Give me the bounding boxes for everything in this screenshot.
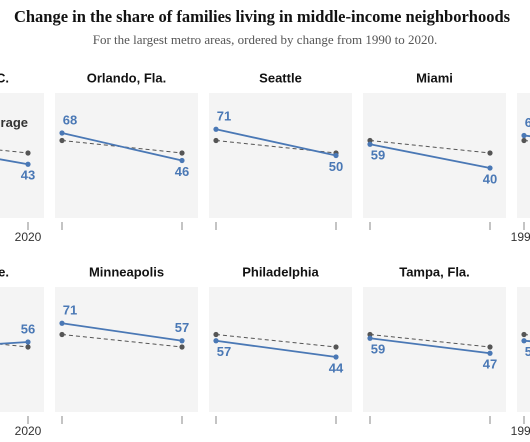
panel-background (363, 287, 506, 412)
metro-point (367, 335, 373, 341)
average-line (0, 343, 29, 348)
metro-line (369, 337, 491, 355)
metro-line (369, 143, 491, 169)
average-point (25, 150, 31, 156)
value-label: 57 (175, 320, 189, 335)
average-point (367, 137, 373, 144)
metro-point (487, 350, 493, 356)
panel-background (55, 93, 198, 218)
average-line (369, 334, 491, 348)
panel-title: e. (0, 264, 9, 279)
value-label: 59 (371, 342, 385, 357)
panel-title: Philadelphia (242, 264, 319, 279)
panel-background (363, 93, 506, 218)
value-label: 44 (329, 360, 344, 375)
average-point (213, 137, 219, 144)
value-label: 68 (63, 112, 77, 127)
average-point (521, 137, 527, 144)
chart-title: Change in the share of families living i… (14, 7, 511, 26)
value-label: 43 (21, 168, 35, 183)
metro-point (521, 338, 527, 344)
average-point (179, 344, 185, 350)
average-point (213, 331, 219, 338)
value-label: 71 (63, 303, 77, 318)
chart-subtitle: For the largest metro areas, ordered by … (93, 32, 438, 47)
x-tick-label: 1990 (511, 230, 530, 244)
metro-point (333, 354, 339, 360)
metro-point (213, 126, 219, 132)
average-point (521, 331, 527, 338)
panel-background (55, 287, 198, 412)
value-label: 46 (175, 164, 189, 179)
metro-line (0, 158, 29, 166)
average-point (487, 344, 493, 350)
metro-point (59, 130, 65, 136)
metro-point (521, 132, 527, 139)
average-line (369, 140, 491, 154)
panel-background (0, 93, 44, 218)
panel-background (0, 287, 44, 412)
metro-line (0, 341, 29, 345)
metro-point (179, 338, 185, 344)
value-label: 57 (217, 344, 231, 359)
panel-background (209, 93, 352, 218)
metro-point (179, 157, 185, 164)
average-point (25, 344, 31, 350)
x-tick-label: 2020 (15, 230, 42, 244)
annotation: rage (1, 115, 28, 130)
average-line (61, 334, 183, 348)
average-point (487, 150, 493, 156)
metro-point (333, 152, 339, 159)
average-line (61, 140, 183, 154)
x-tick-label: 2020 (15, 424, 42, 438)
panel-title: Miami (416, 70, 453, 85)
panel-title: Seattle (259, 70, 302, 85)
value-label: 50 (329, 159, 343, 174)
metro-point (213, 338, 219, 344)
value-label: 57 (525, 344, 530, 359)
metro-point (59, 320, 65, 326)
average-point (59, 331, 65, 338)
value-label: 56 (21, 321, 35, 336)
panel-title: Minneapolis (89, 264, 164, 279)
metro-point (25, 161, 31, 167)
average-point (367, 331, 373, 338)
average-line (215, 334, 337, 348)
metro-point (487, 165, 493, 171)
metro-line (215, 128, 337, 157)
panel-title: Orlando, Fla. (87, 70, 166, 85)
average-point (333, 344, 339, 350)
average-line (0, 149, 29, 154)
metro-point (25, 339, 31, 345)
panel-title: Tampa, Fla. (399, 264, 470, 279)
value-label: 40 (483, 171, 497, 186)
value-label: 59 (371, 148, 385, 163)
value-label: 66 (525, 115, 530, 130)
metro-point (367, 141, 373, 147)
panel-background (517, 287, 530, 412)
value-label: 71 (217, 109, 231, 124)
panel-background (517, 93, 530, 218)
metro-line (61, 322, 183, 342)
average-point (179, 150, 185, 156)
panel-title: C. (0, 70, 9, 85)
value-label: 47 (483, 357, 497, 372)
average-point (59, 137, 65, 144)
metro-line (61, 132, 183, 162)
x-tick-label: 1990 (511, 424, 530, 438)
metro-line (215, 339, 337, 358)
